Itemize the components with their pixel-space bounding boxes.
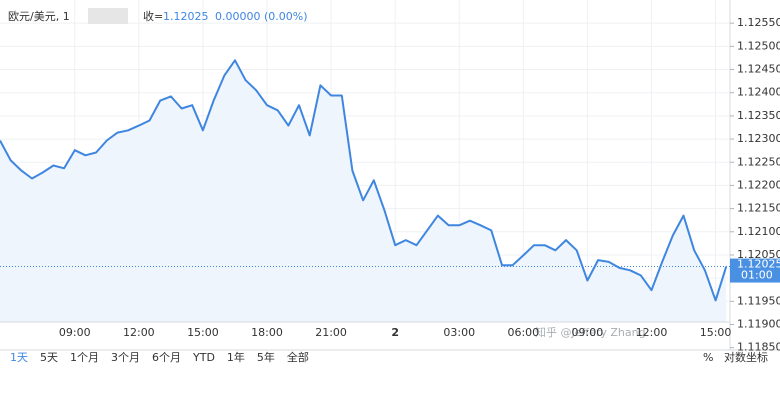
y-tick-label: 1.11850 [737,341,780,354]
y-tick-label: 1.12550 [737,16,780,29]
y-tick-label: 1.11900 [737,318,780,331]
y-tick-label: 1.12250 [737,155,780,168]
range-button[interactable]: 5天 [40,351,58,364]
percent-button[interactable]: % [703,351,713,364]
log-button[interactable]: 对数坐标 [724,350,768,364]
range-button[interactable]: YTD [192,351,215,364]
y-tick-label: 1.12050 [737,248,780,261]
x-tick-label: 03:00 [443,326,475,339]
x-tick-label: 2 [391,326,399,339]
plot-area [0,0,730,322]
series [0,59,728,322]
x-tick-label: 21:00 [315,326,347,339]
x-tick-label: 12:00 [636,326,668,339]
x-tick-label: 15:00 [700,326,732,339]
y-tick-label: 1.12200 [737,178,780,191]
range-button[interactable]: 全部 [287,350,309,364]
range-button[interactable]: 1个月 [70,351,99,364]
y-tick-label: 1.12300 [737,132,780,145]
range-button[interactable]: 1年 [227,350,245,364]
y-tick-label: 1.12500 [737,39,780,52]
x-tick-label: 06:00 [507,326,539,339]
x-tick-label: 09:00 [572,326,604,339]
range-button[interactable]: 6个月 [152,351,181,364]
x-tick-label: 09:00 [59,326,91,339]
range-button[interactable]: 5年 [257,350,275,364]
x-tick-label: 18:00 [251,326,283,339]
blurred-text [88,8,128,24]
last-price-label: 1.12025 [737,258,780,271]
range-button[interactable]: 3个月 [111,351,140,364]
watermark: 知乎 @Jeffery Zhang [535,325,646,339]
y-tick-label: 1.12150 [737,202,780,215]
y-tick-label: 1.12100 [737,225,780,238]
y-tick-label: 1.11950 [737,294,780,307]
range-button[interactable]: 1天 [10,351,28,364]
last-time-label: 01:00 [741,269,773,282]
toolbar: 1天 5天 1个月 3个月 6个月 YTD 1年 5年 全部% 对数坐标 [10,350,768,364]
x-tick-label: 15:00 [187,326,219,339]
area-fill [0,60,727,322]
y-tick-label: 1.12450 [737,63,780,76]
x-tick-label: 12:00 [123,326,155,339]
y-tick-label: 1.12400 [737,86,780,99]
price-line [0,59,728,302]
change-value: 0.00000 (0.00%) [215,10,308,23]
time-axis-bg [0,322,730,347]
symbol: 欧元/美元, 1 [8,10,70,23]
close-label: 收= [143,9,163,23]
y-tick-label: 1.12350 [737,109,780,122]
close-value: 1.12025 [163,10,209,23]
last-price-tag [730,258,780,283]
